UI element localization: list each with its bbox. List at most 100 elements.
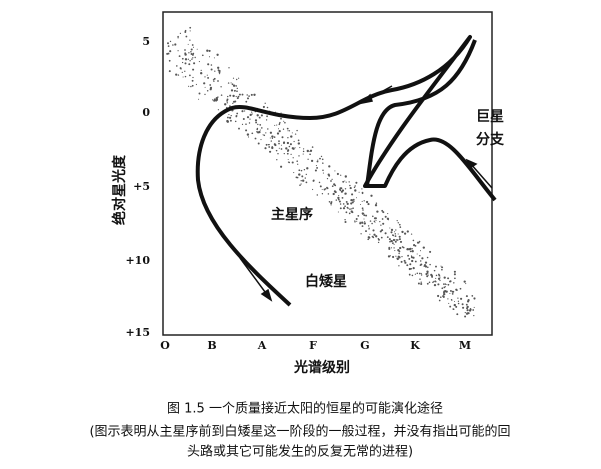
star-dot: [187, 43, 189, 45]
star-dot: [408, 257, 411, 260]
star-dot: [191, 44, 194, 46]
star-dot: [229, 94, 232, 97]
star-dot: [257, 131, 260, 134]
star-dot: [391, 242, 394, 245]
star-dot: [242, 118, 245, 120]
star-dot: [381, 209, 384, 212]
star-dot: [264, 102, 266, 104]
star-dot: [167, 52, 170, 55]
star-dot: [426, 256, 429, 259]
star-dot: [190, 52, 193, 56]
star-dot: [312, 188, 314, 191]
star-dot: [191, 84, 194, 87]
star-dot: [403, 259, 406, 262]
star-dot: [447, 283, 450, 286]
star-dot: [390, 228, 394, 232]
star-dot: [260, 139, 262, 141]
star-dot: [449, 292, 451, 295]
star-dot: [228, 67, 230, 69]
star-dot: [397, 233, 399, 235]
star-dot: [408, 273, 411, 276]
star-dot: [245, 123, 247, 125]
star-dot: [218, 69, 221, 73]
star-dot: [342, 180, 345, 183]
star-dot: [346, 202, 349, 206]
star-dot: [354, 221, 356, 223]
star-dot: [363, 218, 365, 220]
star-dot: [340, 174, 342, 176]
star-dot: [322, 169, 324, 172]
star-dot: [342, 203, 345, 205]
star-dot: [352, 198, 355, 201]
star-dot: [371, 222, 373, 225]
star-dot: [445, 290, 448, 293]
star-dot: [452, 308, 455, 311]
annotation: 分支: [476, 131, 505, 148]
star-dot: [439, 279, 441, 282]
star-dot: [321, 158, 324, 161]
star-dot: [248, 95, 250, 97]
star-dot: [214, 70, 216, 72]
x-label: G: [360, 339, 369, 352]
star-dot: [169, 40, 172, 43]
star-dot: [337, 211, 339, 213]
star-dot: [393, 243, 395, 245]
star-dot: [184, 53, 187, 56]
star-dot: [198, 92, 201, 95]
star-dot: [260, 114, 263, 117]
annotation: 白矮星: [305, 273, 347, 290]
star-dot: [434, 280, 436, 282]
star-dot: [288, 145, 291, 148]
star-dot: [398, 238, 401, 241]
star-dot: [228, 114, 230, 116]
star-dot: [278, 123, 281, 126]
star-dot: [167, 45, 170, 47]
star-dot: [358, 191, 360, 193]
star-dot: [184, 31, 187, 33]
star-dot: [328, 165, 331, 168]
star-dot: [396, 239, 399, 241]
caption-line: 头路或其它可能发生的反复无常的进程): [187, 444, 413, 460]
star-dot: [338, 195, 340, 197]
star-dot: [443, 290, 446, 293]
star-dot: [414, 260, 417, 263]
star-dot: [271, 146, 273, 148]
star-dot: [217, 109, 220, 111]
star-dot: [398, 235, 401, 238]
star-dot: [401, 230, 404, 234]
star-dot: [373, 220, 376, 222]
star-dot: [363, 214, 366, 217]
star-dot: [312, 179, 315, 182]
star-dot: [349, 187, 352, 190]
star-dot: [339, 203, 342, 205]
star-dot: [413, 244, 416, 247]
star-dot: [369, 220, 372, 222]
star-dot: [449, 280, 451, 283]
star-dot: [265, 143, 268, 146]
star-dot: [332, 192, 335, 196]
star-dot: [193, 62, 196, 65]
star-dot: [287, 159, 289, 160]
star-dot: [238, 77, 240, 79]
star-dot: [333, 183, 336, 186]
star-dot: [219, 73, 221, 75]
star-dot: [389, 227, 391, 229]
star-dot: [394, 231, 396, 233]
star-dot: [288, 130, 291, 132]
star-dot: [192, 57, 194, 59]
star-dot: [420, 274, 423, 276]
star-dot: [177, 35, 179, 38]
star-dot: [241, 110, 244, 113]
star-dot: [451, 293, 454, 295]
star-dot: [213, 77, 216, 80]
star-dot: [256, 128, 259, 131]
star-dot: [210, 64, 213, 66]
star-dot: [232, 94, 235, 98]
star-dot: [259, 124, 262, 126]
star-dot: [177, 50, 179, 52]
star-dot: [300, 183, 302, 185]
star-dot: [293, 172, 295, 174]
star-dot: [455, 305, 458, 308]
star-dot: [444, 283, 447, 285]
star-dot: [184, 58, 188, 61]
